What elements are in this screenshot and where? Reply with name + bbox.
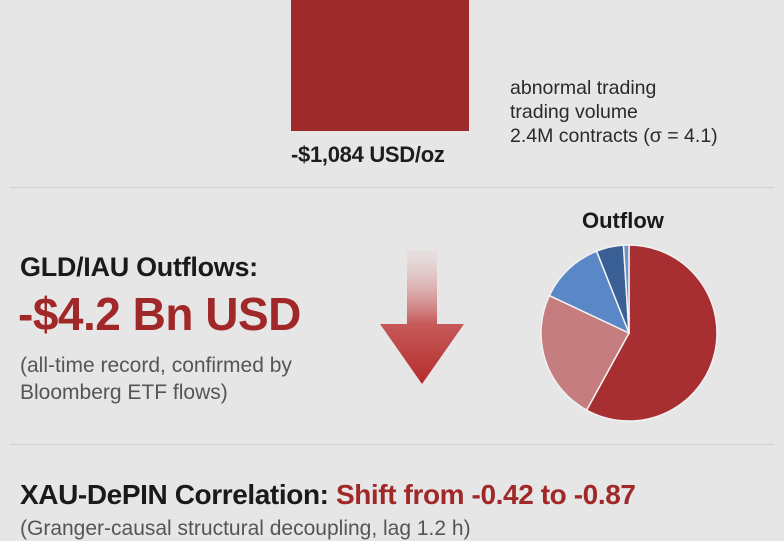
outflow-note: (all-time record, confirmed by Bloomberg… (20, 354, 292, 404)
section-divider (10, 187, 774, 188)
correlation-heading: XAU-DePIN Correlation: Shift from -0.42 … (20, 479, 636, 511)
outflow-value: -$4.2 Bn USD (18, 288, 301, 340)
price-drop-label: -$1,084 USD/oz (291, 142, 445, 167)
correlation-heading-label: XAU-DePIN Correlation: (20, 479, 336, 510)
volume-note-line: trading volume (510, 101, 638, 123)
pie-slice (585, 244, 718, 422)
outflow-pie-chart (540, 244, 718, 422)
outflow-heading: GLD/IAU Outflows: (20, 252, 258, 282)
pie-slice (540, 294, 631, 412)
pie-slice (622, 244, 630, 334)
pie-slice (548, 250, 631, 335)
volume-note: abnormal trading trading volume 2.4M con… (510, 76, 770, 148)
pie-title: Outflow (582, 208, 664, 233)
price-drop-bar (291, 0, 469, 131)
volume-note-line: 2.4M contracts (σ = 4.1) (510, 125, 718, 147)
down-arrow-icon (380, 250, 464, 384)
volume-note-line: abnormal trading (510, 77, 657, 99)
correlation-shift: Shift from -0.42 to -0.87 (335, 479, 636, 510)
section-divider (10, 444, 774, 445)
correlation-note: (Granger-causal structural decoupling, l… (20, 517, 471, 540)
